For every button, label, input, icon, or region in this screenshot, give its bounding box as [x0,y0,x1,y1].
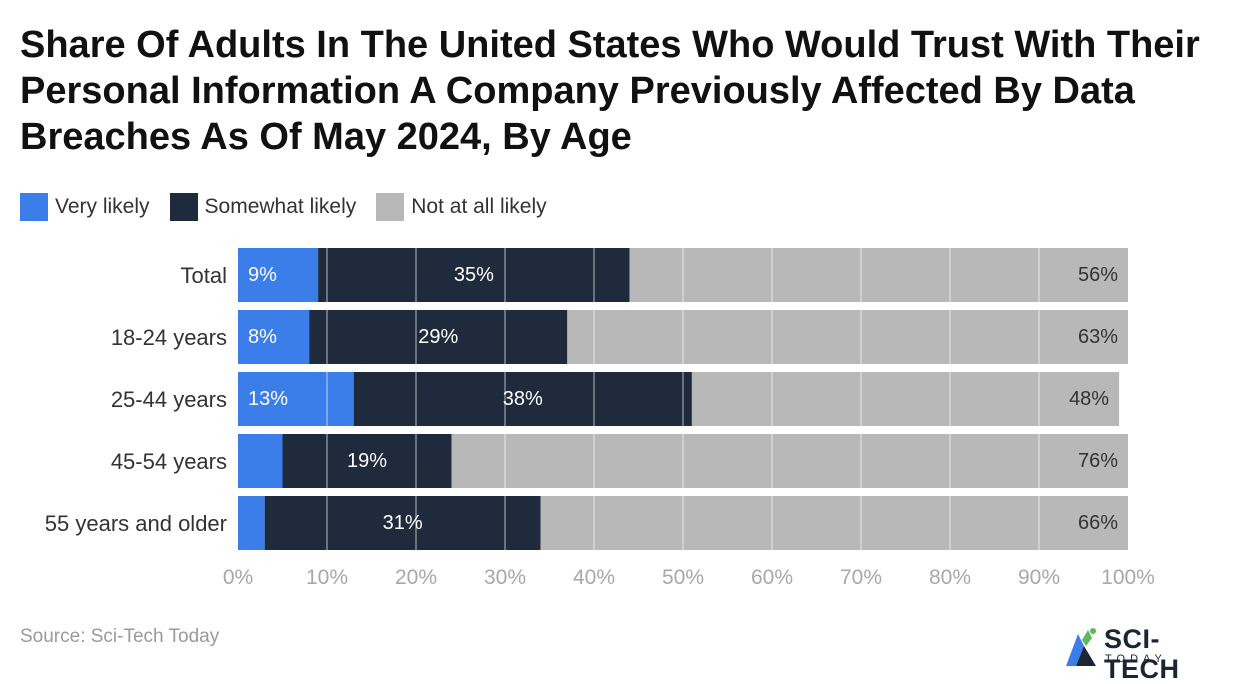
x-tick-label-80: 80% [929,566,971,589]
data-labels-group: 9% 35% 56% 8% 29% 63% 13% 38% 48% 19% 76% 31% 66% [248,264,1118,534]
bar-25-44-years-somewhat-likely [353,372,692,426]
data-label-18-24-years-very-likely: 8% [248,326,277,348]
data-label-25-44-years-very-likely: 13% [248,388,288,410]
legend-label-not-at-all-likely: Not at all likely [411,195,547,218]
legend-label-somewhat-likely: Somewhat likely [204,195,357,218]
data-label-total-not-at-all-likely: 56% [1078,264,1118,286]
category-labels-group: Total 18-24 years 25-44 years 45-54 years 55… [45,263,227,536]
bar-25-44-years-very-likely [238,372,354,426]
bar-45-54-years-very-likely [238,434,283,488]
gridlines-group [326,246,1040,552]
x-tick-label-70: 70% [840,566,882,589]
category-label-25-44-years: 25-44 years [111,387,227,412]
x-tick-label-0: 0% [223,566,253,589]
bar-45-54-years-somewhat-likely [282,434,452,488]
x-tick-label-10: 10% [306,566,348,589]
category-label-45-54-years: 45-54 years [111,449,227,474]
bar-55-years-and-older-very-likely [238,496,265,550]
chart-title: Share Of Adults In The United States Who… [20,24,1200,158]
data-label-25-44-years-somewhat-likely: 38% [503,388,543,410]
x-tick-labels-group: 0% 10% 20% 30% 40% 50% 60% 70% 80% 90% 100% [223,566,1155,589]
bar-18-24-years-somewhat-likely [309,310,568,364]
x-tick-label-100: 100% [1101,566,1155,589]
data-label-55-years-and-older-somewhat-likely: 31% [383,512,423,534]
x-tick-label-20: 20% [395,566,437,589]
category-label-total: Total [181,263,227,288]
category-label-18-24-years: 18-24 years [111,325,227,350]
category-label-55-years-and-older: 55 years and older [45,511,227,536]
bar-18-24-years-not-at-all-likely [567,310,1128,364]
x-tick-label-90: 90% [1018,566,1060,589]
legend-item-not-at-all-likely: Not at all likely [376,193,547,221]
data-label-55-years-and-older-not-at-all-likely: 66% [1078,512,1118,534]
bar-45-54-years-not-at-all-likely [451,434,1129,488]
bar-total-somewhat-likely [318,248,630,302]
sci-tech-today-logo: SCI-TECH TODAY [1062,624,1234,684]
legend-item-somewhat-likely: Somewhat likely [169,193,357,221]
legend-swatch-somewhat-likely [169,193,198,221]
legend-swatch-very-likely [20,193,48,221]
legend: Very likely Somewhat likely Not at all l… [20,192,567,222]
data-label-total-very-likely: 9% [248,264,277,286]
data-label-total-somewhat-likely: 35% [454,264,494,286]
legend-item-very-likely: Very likely [20,193,150,221]
data-label-18-24-years-not-at-all-likely: 63% [1078,326,1118,348]
bar-25-44-years-not-at-all-likely [691,372,1120,426]
x-tick-label-50: 50% [662,566,704,589]
data-label-18-24-years-somewhat-likely: 29% [418,326,458,348]
stacked-bar-chart: 9% 35% 56% 8% 29% 63% 13% 38% 48% 19% 76% 31% 66% Tot… [45,246,1155,589]
x-tick-label-60: 60% [751,566,793,589]
bar-55-years-and-older-not-at-all-likely [540,496,1128,550]
bar-total-very-likely [238,248,319,302]
logo-subtext: TODAY [1105,653,1167,665]
logo-mark-icon [1066,628,1096,666]
legend-label-very-likely: Very likely [55,195,150,218]
data-label-45-54-years-somewhat-likely: 19% [347,450,387,472]
x-tick-label-40: 40% [573,566,615,589]
legend-swatch-not-at-all-likely [376,193,405,221]
bar-18-24-years-very-likely [238,310,310,364]
bar-total-not-at-all-likely [629,248,1128,302]
data-label-45-54-years-not-at-all-likely: 76% [1078,450,1118,472]
x-tick-label-30: 30% [484,566,526,589]
source-note: Source: Sci-Tech Today [20,626,220,647]
data-label-25-44-years-not-at-all-likely: 48% [1069,388,1109,410]
bars-group [238,248,1129,550]
bar-55-years-and-older-somewhat-likely [264,496,541,550]
